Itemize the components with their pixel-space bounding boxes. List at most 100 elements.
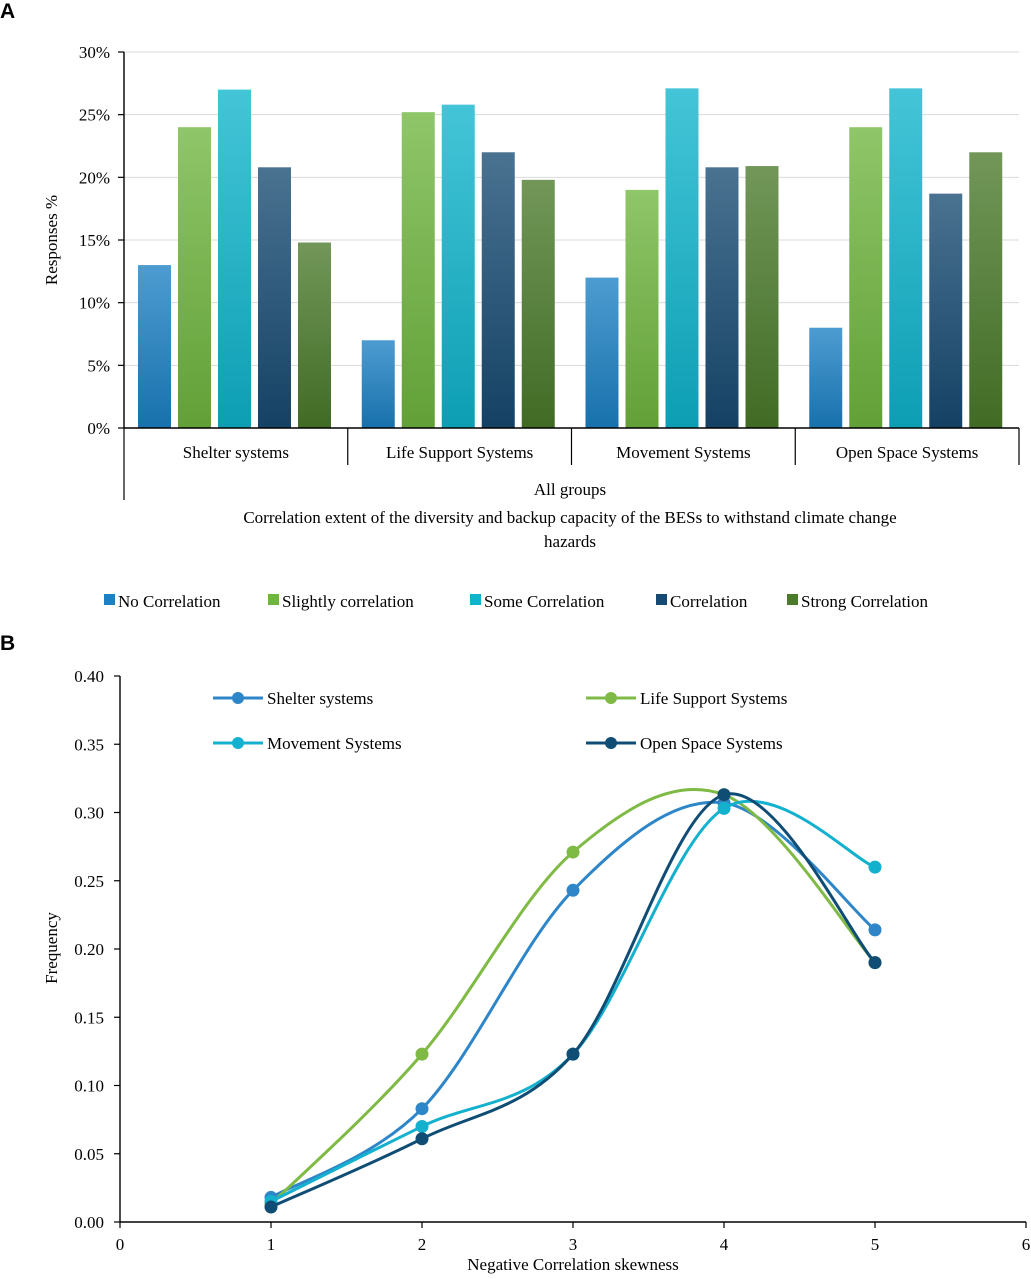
line-shelter-systems [270, 800, 876, 1199]
line-chart-panel: B 0.00 0.05 0.10 0.15 0.20 0.25 0.30 0.35 0.40 0… [0, 632, 1030, 1274]
line-x-tick-label: 6 [1022, 1235, 1031, 1254]
point-movement-systems-x5 [868, 860, 882, 874]
legend-label: Life Support Systems [640, 689, 787, 708]
legend-item-shelter-systems: Shelter systems [213, 689, 373, 708]
legend-marker [232, 692, 244, 704]
legend-item-no-correlation: No Correlation [104, 592, 221, 611]
legend-swatch [787, 594, 798, 605]
line-movement-systems [270, 799, 876, 1203]
category-label-life-support-systems: Life Support Systems [386, 443, 533, 462]
line-y-tick-label: 0.10 [74, 1077, 104, 1096]
bar-no-correlation-shelter-systems [138, 265, 171, 428]
line-x-tick-label: 1 [267, 1235, 276, 1254]
bar-category-axis: Shelter systems Life Support Systems Movem… [123, 428, 1020, 500]
category-label-movement-systems: Movement Systems [616, 443, 751, 462]
line-x-tick-label: 3 [569, 1235, 578, 1254]
line-y-axis-title: Frequency [42, 912, 61, 984]
line-x-tick-label: 2 [418, 1235, 427, 1254]
legend-item-strong-correlation: Strong Correlation [787, 592, 929, 611]
line-y-tick-label: 0.30 [74, 804, 104, 823]
legend-marker [232, 737, 244, 749]
bar-x-axis-title-line-1: Correlation extent of the diversity and … [243, 508, 896, 527]
legend-marker [605, 692, 617, 704]
legend-label: Shelter systems [267, 689, 373, 708]
line-y-ticks: 0.00 0.05 0.10 0.15 0.20 0.25 0.30 0.35 0.40 [74, 667, 120, 1232]
legend-item-some-correlation: Some Correlation [470, 592, 605, 611]
bar-slightly-correlation-life-support-systems [401, 112, 435, 428]
bar-group-label: All groups [534, 480, 606, 499]
bar-slightly-correlation-open-space-systems [849, 127, 883, 428]
category-label-open-space-systems: Open Space Systems [836, 443, 979, 462]
legend-label: Correlation [670, 592, 748, 611]
legend-label: Movement Systems [267, 734, 402, 753]
point-open-space-systems-x2 [415, 1132, 429, 1146]
bar-legend: No Correlation Slightly correlation Some C… [104, 592, 929, 611]
legend-swatch [470, 594, 481, 605]
point-shelter-systems-x2 [415, 1102, 429, 1116]
line-y-tick-label: 0.05 [74, 1145, 104, 1164]
line-y-tick-label: 0.35 [74, 735, 104, 754]
line-y-tick-label: 0.00 [74, 1213, 104, 1232]
bar-correlation-life-support-systems [481, 152, 515, 428]
line-x-axis-title: Negative Correlation skewness [467, 1255, 679, 1274]
panel-label-a: A [0, 0, 15, 23]
bar-strong-correlation-shelter-systems [298, 242, 331, 428]
line-y-tick-label: 0.20 [74, 940, 104, 959]
legend-item-life-support-systems: Life Support Systems [586, 689, 787, 708]
bar-strong-correlation-life-support-systems [521, 179, 555, 428]
bar-y-tick-label: 25% [79, 106, 110, 125]
line-open-space-systems [270, 792, 877, 1209]
series-lines [264, 788, 882, 1214]
bar-no-correlation-open-space-systems [809, 327, 843, 428]
line-y-tick-label: 0.15 [74, 1008, 104, 1027]
bar-y-tick-label: 0% [87, 419, 110, 438]
line-x-tick-label: 4 [720, 1235, 729, 1254]
legend-label: No Correlation [118, 592, 221, 611]
bar-chart-panel: A 0% 5% 10% 15% 20% 25% 30% Shelter systems Lif… [0, 0, 1020, 611]
legend-label: Some Correlation [484, 592, 605, 611]
series-movement-systems [264, 799, 882, 1209]
bars [138, 88, 1003, 428]
legend-item-open-space-systems: Open Space Systems [586, 734, 783, 753]
legend-swatch [104, 594, 115, 605]
line-x-tick-label: 5 [871, 1235, 880, 1254]
legend-swatch [268, 594, 279, 605]
point-open-space-systems-x5 [868, 956, 882, 970]
bar-some-correlation-movement-systems [665, 88, 699, 428]
bar-y-tick-label: 20% [79, 168, 110, 187]
line-x-tick-label: 0 [116, 1235, 125, 1254]
bar-y-tick-label: 30% [79, 43, 110, 62]
point-shelter-systems-x5 [868, 923, 882, 937]
category-label-shelter-systems: Shelter systems [183, 443, 289, 462]
bar-some-correlation-shelter-systems [218, 89, 251, 428]
point-shelter-systems-x3 [566, 883, 580, 897]
bar-slightly-correlation-shelter-systems [178, 127, 211, 428]
series-open-space-systems [264, 788, 882, 1214]
point-life-support-systems-x3 [566, 845, 580, 859]
point-open-space-systems-x4 [717, 788, 731, 802]
bar-y-axis-title: Responses % [42, 195, 61, 285]
legend-label: Open Space Systems [640, 734, 783, 753]
line-x-ticks: 0 1 2 3 4 5 6 [116, 1222, 1031, 1254]
bar-y-tick-label: 15% [79, 231, 110, 250]
point-open-space-systems-x1 [264, 1200, 278, 1214]
bar-no-correlation-movement-systems [585, 277, 619, 428]
bar-some-correlation-open-space-systems [889, 88, 923, 428]
bar-y-tick-label: 5% [87, 356, 110, 375]
series-life-support-systems [264, 788, 882, 1211]
bar-no-correlation-life-support-systems [361, 340, 395, 428]
line-legend: Shelter systems Life Support Systems Movem… [213, 689, 787, 753]
bar-y-tick-label: 10% [79, 294, 110, 313]
legend-label: Strong Correlation [801, 592, 929, 611]
bar-correlation-shelter-systems [258, 167, 291, 428]
legend-marker [605, 737, 617, 749]
legend-label: Slightly correlation [282, 592, 414, 611]
point-life-support-systems-x2 [415, 1047, 429, 1061]
line-y-tick-label: 0.40 [74, 667, 104, 686]
bar-strong-correlation-movement-systems [745, 166, 779, 428]
point-movement-systems-x2 [415, 1119, 429, 1133]
bar-correlation-movement-systems [705, 167, 739, 428]
legend-swatch [656, 594, 667, 605]
